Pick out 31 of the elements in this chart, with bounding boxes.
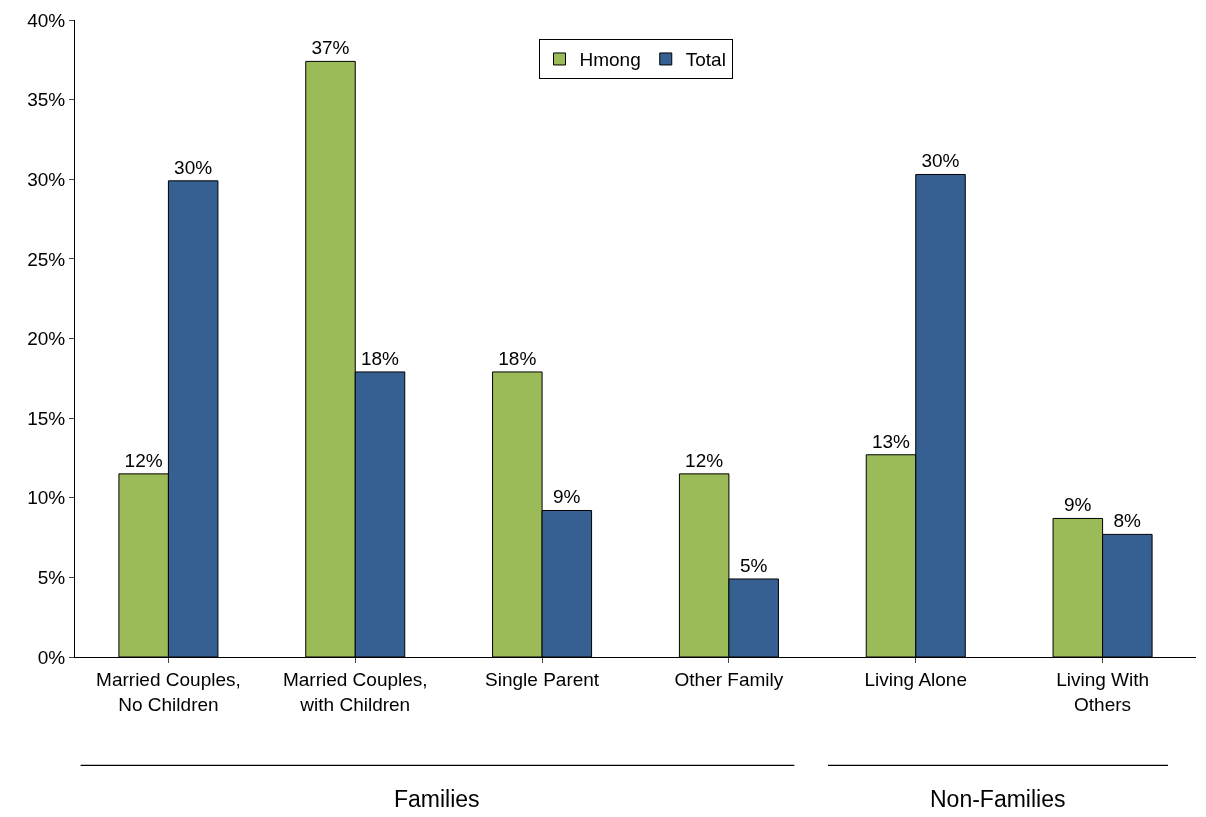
y-tick-label: 35%: [27, 89, 66, 111]
data-label: 30%: [921, 150, 960, 172]
data-label: 18%: [498, 347, 537, 369]
y-tick-label: 30%: [27, 168, 66, 190]
data-label: 18%: [360, 347, 400, 369]
y-tick-label: 10%: [27, 487, 66, 509]
x-tick-label: Single Parent: [485, 668, 600, 690]
data-label: 9%: [1064, 494, 1092, 516]
data-label: 37%: [311, 37, 350, 59]
y-tick-label: 5%: [37, 567, 66, 589]
legend-label: Hmong: [579, 49, 641, 71]
y-tick-label: 40%: [27, 9, 66, 31]
data-label: 13%: [871, 430, 911, 452]
data-label: 5%: [739, 554, 768, 576]
text: Non-Families: [930, 786, 1066, 812]
y-tick-label: 20%: [27, 328, 66, 350]
data-label: 30%: [174, 156, 213, 178]
x-tick-label: Married Couples, with Children: [282, 668, 428, 715]
x-tick-label: Other Family: [674, 668, 784, 690]
x-tick-label: Living With Others: [1056, 668, 1150, 715]
data-label: 12%: [685, 449, 724, 471]
data-label: 8%: [1113, 510, 1142, 532]
y-tick-label: 25%: [27, 248, 66, 270]
data-label: 12%: [124, 449, 163, 471]
x-tick-label: Living Alone: [864, 668, 967, 690]
y-tick-label: 15%: [27, 407, 66, 429]
text: Families: [394, 786, 480, 812]
legend-label: Total: [685, 49, 726, 71]
data-label: 9%: [553, 486, 581, 508]
x-tick-label: Married Couples, No Children: [96, 668, 241, 715]
y-tick-label: 0%: [37, 646, 66, 668]
